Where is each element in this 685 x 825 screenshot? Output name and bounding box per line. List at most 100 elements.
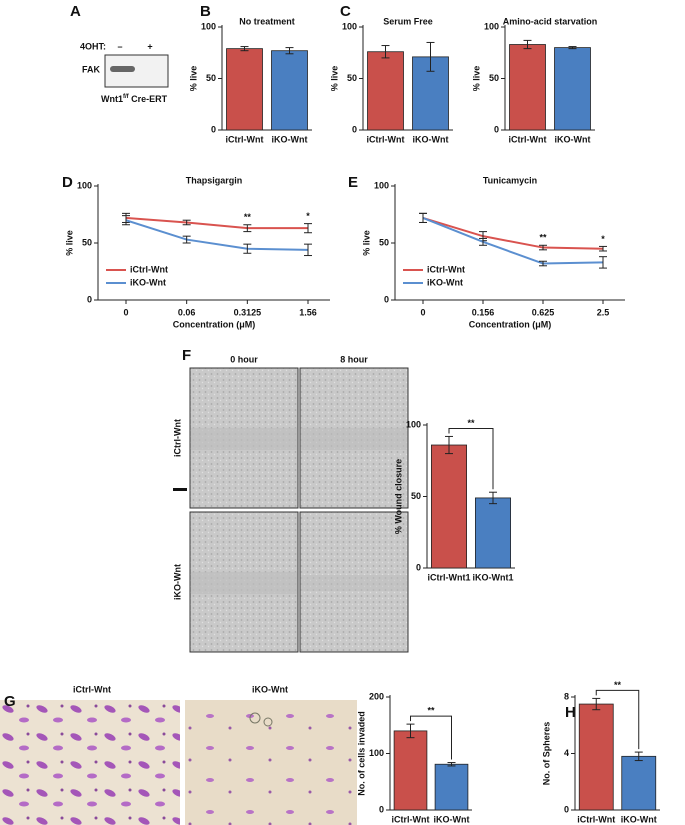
y-tick-label: 0 [352, 124, 357, 134]
bubble [263, 717, 273, 727]
image-label: iKO-Wnt [252, 684, 288, 694]
row-label: iKO-Wnt [172, 564, 182, 600]
y-tick-label: 100 [484, 21, 499, 31]
wound-gap [191, 572, 297, 594]
significance: ** [467, 418, 475, 428]
blot-protein: FAK [82, 64, 101, 74]
y-axis-label: No. of cells invaded [356, 711, 366, 796]
significance-bracket [448, 427, 494, 490]
y-tick-label: 50 [206, 73, 216, 83]
annotation: * [601, 234, 605, 244]
wound-gap [191, 428, 297, 450]
chart-title: Thapsigargin [186, 175, 243, 185]
annotation: ** [244, 212, 252, 222]
x-tick-label: iCtrl-Wnt [509, 134, 547, 144]
y-axis-label: % Wound closure [393, 459, 403, 534]
x-tick-label: iCtrl-Wnt [392, 814, 430, 824]
y-axis-label: No. of Spheres [541, 722, 551, 786]
bar [621, 755, 657, 811]
x-tick-label: iCtrl-Wnt [226, 134, 264, 144]
y-tick-label: 50 [489, 73, 499, 83]
legend-label: iKO-Wnt [427, 277, 463, 287]
y-tick-label: 50 [379, 237, 389, 247]
panel-label: H [565, 704, 576, 721]
invasion-image [185, 700, 357, 825]
y-axis-label: % live [188, 66, 198, 92]
blot-treatment-label: 4OHT: [80, 41, 106, 51]
genotype: Wnt1 [101, 94, 123, 104]
y-tick-label: 50 [411, 491, 421, 501]
invasion-image [0, 700, 180, 825]
x-tick-label: 2.5 [597, 307, 610, 317]
y-axis-label: % live [329, 66, 339, 92]
bar [434, 763, 469, 811]
x-tick-label: iCtrl-Wnt1 [428, 572, 471, 582]
genotype-sup: f/f [123, 94, 130, 100]
y-tick-label: 100 [374, 180, 389, 190]
image-label: iCtrl-Wnt [73, 684, 111, 694]
series-line [125, 219, 309, 251]
y-tick-label: 100 [201, 21, 216, 31]
y-axis-label: % live [471, 66, 481, 92]
y-tick-label: 50 [347, 73, 357, 83]
blot-genotype: Wnt1f/f Cre-ERT [101, 94, 168, 105]
y-tick-label: 0 [211, 124, 216, 134]
y-tick-label: 0 [384, 294, 389, 304]
legend-label: iKO-Wnt [130, 277, 166, 287]
panel-label: C [340, 3, 351, 20]
x-tick-label: iKO-Wnt [621, 814, 657, 824]
y-tick-label: 100 [342, 21, 357, 31]
bar [271, 50, 308, 131]
significance-bracket [410, 715, 452, 760]
x-tick-label: iKO-Wnt [434, 814, 470, 824]
legend-label: iCtrl-Wnt [130, 264, 168, 274]
y-tick-label: 8 [564, 691, 569, 701]
x-tick-label: 0 [123, 307, 128, 317]
scale-bar [173, 488, 187, 491]
time-label: 0 hour [230, 354, 258, 364]
chart-title: Serum Free [383, 16, 433, 26]
x-tick-label: iKO-Wnt [413, 134, 449, 144]
y-tick-label: 0 [564, 804, 569, 814]
series-line [422, 216, 604, 265]
significance: ** [427, 705, 435, 715]
y-tick-label: 100 [406, 419, 421, 429]
x-tick-label: iCtrl-Wnt [577, 814, 615, 824]
x-tick-label: iKO-Wnt [272, 134, 308, 144]
bar [554, 47, 591, 131]
panel-label: F [182, 347, 191, 364]
blot-lane: + [147, 41, 152, 51]
x-tick-label: 0 [420, 307, 425, 317]
x-tick-label: iKO-Wnt1 [473, 572, 514, 582]
x-tick-label: 0.625 [532, 307, 555, 317]
chart-title: Tunicamycin [483, 175, 537, 185]
bar [367, 51, 404, 131]
y-tick-label: 100 [369, 748, 384, 758]
panel-label: B [200, 3, 211, 20]
y-tick-label: 0 [379, 804, 384, 814]
row-label: iCtrl-Wnt [172, 419, 182, 457]
legend-label: iCtrl-Wnt [427, 264, 465, 274]
bar [578, 703, 614, 811]
annotation: * [306, 211, 310, 221]
blot-lane: – [117, 41, 122, 51]
bar [393, 730, 428, 811]
x-axis-label: Concentration (μM) [469, 319, 552, 329]
x-tick-label: 0.3125 [234, 307, 262, 317]
time-label: 8 hour [340, 354, 368, 364]
wound-gap [301, 575, 407, 591]
y-tick-label: 0 [494, 124, 499, 134]
chart-title: No treatment [239, 16, 295, 26]
x-tick-label: 0.156 [472, 307, 495, 317]
significance-bracket [595, 689, 640, 750]
bar [509, 44, 546, 131]
series-line [422, 216, 604, 250]
series-line [125, 216, 308, 230]
y-tick-label: 0 [87, 294, 92, 304]
annotation: ** [539, 233, 547, 243]
panel-label: A [70, 3, 81, 20]
panel-label: E [348, 174, 358, 191]
x-tick-label: iCtrl-Wnt [367, 134, 405, 144]
panel-label: G [4, 693, 16, 710]
